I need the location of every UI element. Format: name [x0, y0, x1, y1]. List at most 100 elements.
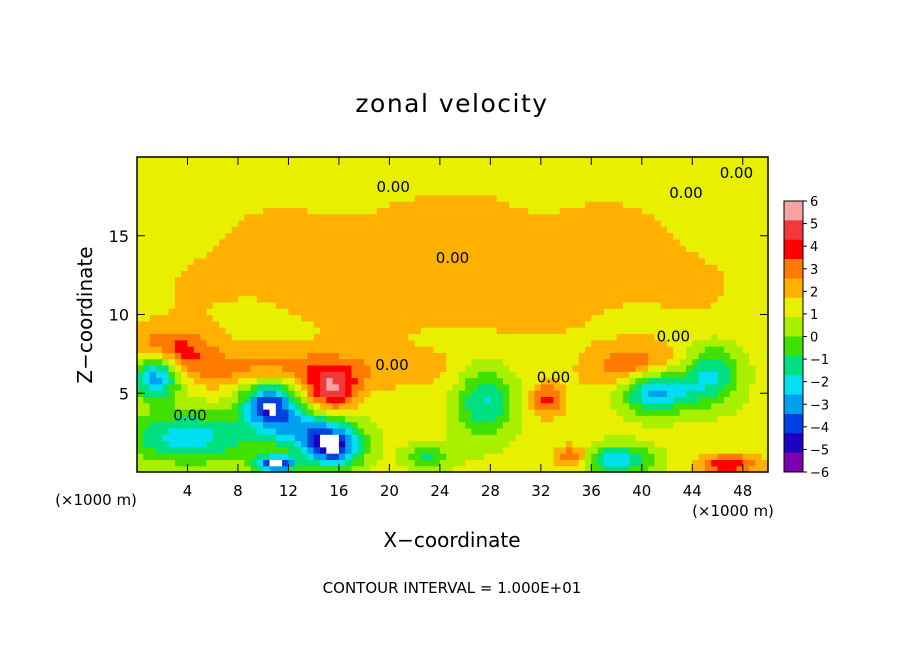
field-cell: [521, 295, 529, 303]
field-cell: [174, 213, 182, 221]
field-cell: [402, 352, 409, 360]
field-cell: [761, 226, 768, 234]
field-cell: [742, 377, 750, 385]
field-cell: [263, 339, 271, 347]
field-cell: [641, 314, 649, 322]
field-cell: [616, 333, 624, 341]
field-cell: [250, 440, 258, 448]
field-cell: [761, 377, 768, 385]
field-cell: [275, 320, 283, 328]
field-cell: [521, 163, 529, 171]
field-cell: [685, 446, 693, 454]
field-cell: [578, 238, 586, 246]
field-cell: [219, 358, 226, 366]
field-cell: [149, 459, 157, 467]
field-cell: [193, 427, 201, 435]
field-cell: [730, 226, 738, 234]
field-cell: [237, 169, 245, 177]
field-cell: [477, 295, 485, 303]
field-cell: [648, 364, 656, 372]
field-cell: [761, 314, 768, 322]
field-cell: [364, 453, 372, 460]
field-cell: [212, 163, 220, 171]
field-cell: [673, 421, 681, 429]
field-cell: [370, 232, 378, 240]
field-cell: [301, 188, 308, 196]
field-cell: [187, 232, 195, 240]
field-cell: [477, 157, 485, 164]
field-cell: [717, 238, 725, 246]
field-cell: [389, 409, 397, 416]
field-cell: [137, 308, 144, 316]
field-cell: [364, 402, 372, 410]
field-cell: [250, 283, 258, 290]
field-cell: [629, 194, 637, 202]
field-cell: [427, 459, 435, 467]
field-cell: [389, 339, 397, 347]
field-cell: [364, 289, 372, 297]
field-cell: [162, 308, 170, 316]
field-cell: [597, 245, 605, 253]
field-cell: [490, 409, 498, 416]
field-cell: [742, 264, 750, 271]
field-cell: [597, 270, 605, 278]
field-cell: [351, 226, 359, 234]
field-cell: [547, 390, 555, 397]
field-cell: [143, 251, 151, 259]
field-cell: [458, 226, 466, 234]
field-cell: [465, 289, 473, 297]
field-cell: [275, 238, 283, 246]
field-cell: [446, 226, 454, 234]
field-cell: [502, 465, 510, 472]
field-cell: [206, 440, 214, 448]
field-cell: [237, 283, 245, 290]
field-cell: [471, 327, 479, 334]
field-cell: [275, 226, 283, 234]
field-cell: [490, 320, 498, 328]
field-cell: [162, 270, 170, 278]
field-cell: [143, 245, 151, 253]
field-cell: [477, 371, 485, 379]
field-cell: [420, 238, 428, 246]
field-cell: [616, 396, 624, 404]
field-cell: [301, 465, 308, 472]
field-cell: [319, 396, 327, 404]
field-cell: [338, 245, 346, 253]
field-cell: [307, 459, 315, 467]
field-cell: [667, 163, 674, 171]
field-cell: [174, 434, 182, 442]
field-cell: [149, 301, 157, 309]
field-cell: [256, 358, 264, 366]
field-cell: [376, 207, 384, 215]
field-cell: [225, 459, 233, 467]
field-cell: [143, 301, 151, 309]
field-cell: [679, 390, 687, 397]
field-cell: [711, 175, 719, 183]
field-cell: [193, 364, 201, 372]
field-cell: [496, 276, 504, 284]
field-cell: [288, 402, 296, 410]
field-cell: [357, 415, 365, 423]
field-cell: [622, 390, 630, 397]
field-cell: [256, 390, 264, 397]
field-cell: [585, 358, 592, 366]
field-cell: [433, 226, 441, 234]
field-cell: [313, 245, 321, 253]
field-cell: [168, 289, 176, 297]
field-cell: [376, 377, 384, 385]
field-cell: [225, 182, 233, 190]
field-cell: [446, 352, 454, 360]
field-cell: [742, 352, 750, 360]
field-cell: [206, 232, 214, 240]
field-cell: [667, 371, 674, 379]
field-cell: [502, 201, 510, 208]
field-cell: [168, 270, 176, 278]
field-cell: [389, 226, 397, 234]
field-cell: [162, 257, 170, 265]
field-cell: [654, 220, 662, 227]
field-cell: [187, 169, 195, 177]
field-cell: [137, 194, 144, 202]
field-cell: [143, 163, 151, 171]
field-cell: [137, 465, 144, 472]
field-cell: [307, 169, 315, 177]
